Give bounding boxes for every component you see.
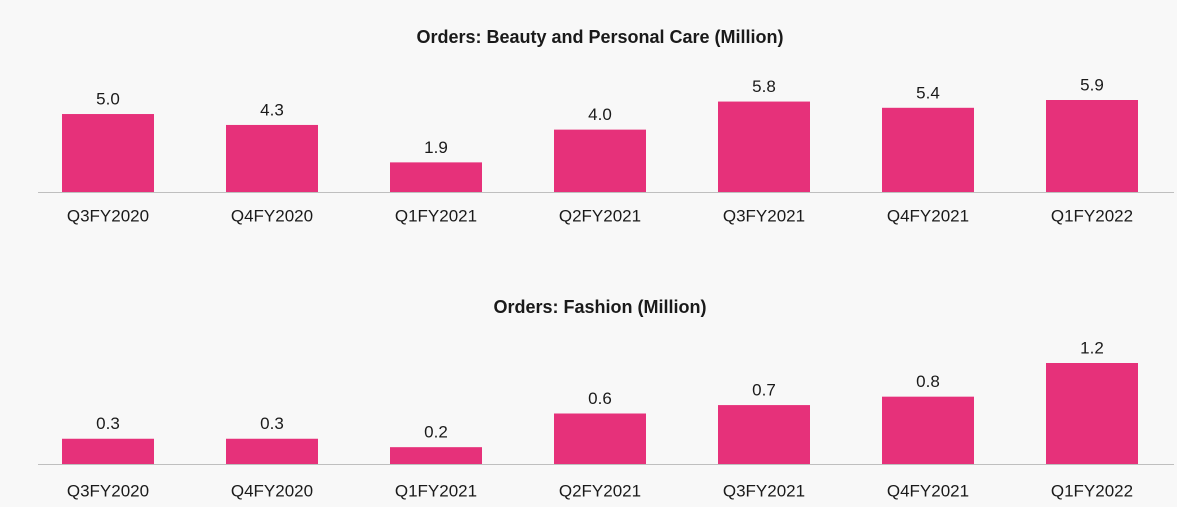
bar bbox=[882, 396, 974, 464]
x-tick-label: Q3FY2021 bbox=[723, 481, 805, 500]
x-tick-label: Q3FY2020 bbox=[67, 206, 149, 225]
data-label: 0.2 bbox=[424, 423, 448, 442]
x-tick-label: Q4FY2020 bbox=[231, 481, 313, 500]
bar bbox=[390, 162, 482, 192]
data-label: 5.0 bbox=[96, 90, 120, 109]
x-tick-label: Q4FY2021 bbox=[887, 206, 969, 225]
bar bbox=[554, 129, 646, 192]
bar bbox=[1046, 363, 1138, 464]
data-label: 5.8 bbox=[752, 77, 776, 96]
x-tick-label: Q4FY2021 bbox=[887, 481, 969, 500]
bar bbox=[226, 124, 318, 192]
bar bbox=[390, 447, 482, 464]
data-label: 1.9 bbox=[424, 138, 448, 157]
data-label: 5.9 bbox=[1080, 75, 1104, 94]
bar bbox=[554, 413, 646, 464]
x-tick-label: Q1FY2021 bbox=[395, 206, 477, 225]
bar bbox=[718, 405, 810, 464]
x-tick-label: Q1FY2022 bbox=[1051, 481, 1133, 500]
x-tick-label: Q3FY2020 bbox=[67, 481, 149, 500]
data-label: 0.6 bbox=[588, 389, 612, 408]
data-label: 4.3 bbox=[260, 100, 284, 119]
data-label: 4.0 bbox=[588, 105, 612, 124]
x-tick-label: Q1FY2022 bbox=[1051, 206, 1133, 225]
chart-title: Orders: Fashion (Million) bbox=[493, 297, 706, 317]
data-label: 0.8 bbox=[916, 372, 940, 391]
data-label: 0.3 bbox=[260, 414, 284, 433]
bar bbox=[882, 107, 974, 192]
x-tick-label: Q2FY2021 bbox=[559, 481, 641, 500]
x-tick-label: Q2FY2021 bbox=[559, 206, 641, 225]
x-tick-label: Q3FY2021 bbox=[723, 206, 805, 225]
bar bbox=[1046, 100, 1138, 192]
bar bbox=[226, 438, 318, 464]
data-label: 0.3 bbox=[96, 414, 120, 433]
chart-title: Orders: Beauty and Personal Care (Millio… bbox=[416, 27, 783, 47]
x-tick-label: Q4FY2020 bbox=[231, 206, 313, 225]
data-label: 1.2 bbox=[1080, 338, 1104, 357]
x-tick-label: Q1FY2021 bbox=[395, 481, 477, 500]
data-label: 0.7 bbox=[752, 381, 776, 400]
bar bbox=[718, 101, 810, 192]
bar bbox=[62, 114, 154, 192]
bar bbox=[62, 438, 154, 464]
data-label: 5.4 bbox=[916, 83, 940, 102]
